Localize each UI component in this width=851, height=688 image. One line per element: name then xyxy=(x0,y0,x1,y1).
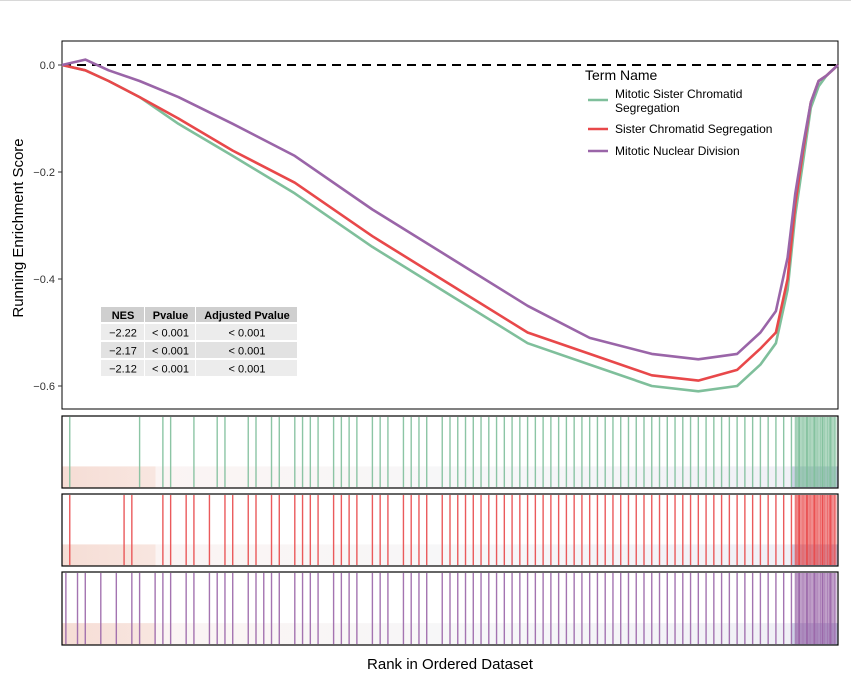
top-border xyxy=(0,0,851,1)
y-tick-label: −0.6 xyxy=(33,381,55,393)
table-cell-bg xyxy=(196,307,297,322)
table-cell: −2.22 xyxy=(109,328,137,340)
legend-label: Mitotic Sister Chromatid Segregation xyxy=(615,87,742,115)
legend-items: Mitotic Sister Chromatid Segregation Siste… xyxy=(588,87,772,158)
table-cell: −2.12 xyxy=(109,364,137,376)
legend-label: Mitotic Nuclear Division xyxy=(615,144,740,158)
table-cell-bg xyxy=(101,342,144,358)
series-line-1 xyxy=(61,63,839,393)
table-cell: < 0.001 xyxy=(228,346,265,358)
table-cell-bg xyxy=(101,360,144,376)
table-cell-bg xyxy=(145,324,195,340)
table-cell-bg xyxy=(101,307,144,322)
table-cell: < 0.001 xyxy=(152,364,189,376)
table-cell: −2.17 xyxy=(109,346,137,358)
table-cell-bg xyxy=(145,342,195,358)
table-header-cell: Pvalue xyxy=(153,310,188,322)
y-axis-title: Running Enrichment Score xyxy=(10,138,27,317)
table-header-cell: Adjusted Pvalue xyxy=(204,310,290,322)
table-cell-bg xyxy=(145,360,195,376)
table-cell: < 0.001 xyxy=(228,364,265,376)
y-tick-label: −0.2 xyxy=(33,167,55,179)
legend-label: Sister Chromatid Segregation xyxy=(615,122,772,136)
rug-panel-frame xyxy=(61,493,839,567)
x-axis-title: Rank in Ordered Dataset xyxy=(367,656,534,673)
table-cell-bg xyxy=(196,342,297,358)
y-tick-label: −0.4 xyxy=(33,274,55,286)
table-cell: < 0.001 xyxy=(152,346,189,358)
rug-panel-frame xyxy=(61,571,839,646)
stats-table: NES Pvalue Adjusted Pvalue −2.22 < 0.001 < 0.… xyxy=(101,307,297,376)
table-cell-bg xyxy=(196,360,297,376)
series-line-3 xyxy=(61,58,839,361)
enrichment-curves xyxy=(61,58,839,393)
table-cell: < 0.001 xyxy=(152,328,189,340)
table-cell: < 0.001 xyxy=(228,328,265,340)
table-header-cell: NES xyxy=(112,310,135,322)
legend-title: Term Name xyxy=(585,67,658,83)
y-tick-label: 0.0 xyxy=(40,60,55,72)
legend: Term Name Mitotic Sister Chromatid Segreg… xyxy=(585,67,772,158)
rug-panel-frame xyxy=(61,415,839,489)
table-cell-bg xyxy=(196,324,297,340)
table-cell-bg xyxy=(145,307,195,322)
y-axis: 0.0 −0.2 −0.4 −0.6 xyxy=(33,60,62,393)
gene-hit-panels xyxy=(61,415,839,646)
table-cell-bg xyxy=(101,324,144,340)
